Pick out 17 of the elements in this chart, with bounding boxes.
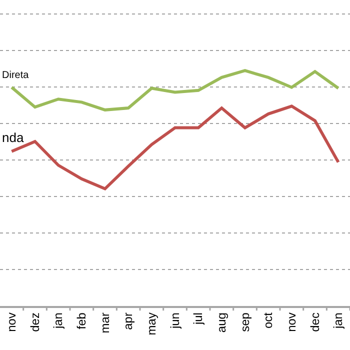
x-tick-label: mar — [98, 312, 112, 334]
x-tick-label: dec — [308, 312, 322, 332]
x-tick-label: aug — [214, 312, 229, 333]
x-tick-label: dez — [28, 312, 42, 332]
x-tick-label: apr — [121, 312, 136, 330]
x-tick-label: jan — [331, 312, 346, 330]
x-tick-label: oct — [261, 312, 276, 329]
x-tick-label: may — [144, 312, 159, 336]
x-tick-label: jun — [168, 312, 182, 330]
series-label: Direta — [2, 70, 30, 81]
x-tick-label: jan — [51, 312, 66, 330]
series-label: nda — [2, 130, 24, 145]
x-tick-label: feb — [74, 312, 89, 330]
x-tick-label: sep — [238, 312, 252, 332]
x-tick-label: jul — [191, 312, 206, 326]
x-tick-label: nov — [284, 312, 299, 332]
x-tick-label: nov — [4, 312, 19, 332]
